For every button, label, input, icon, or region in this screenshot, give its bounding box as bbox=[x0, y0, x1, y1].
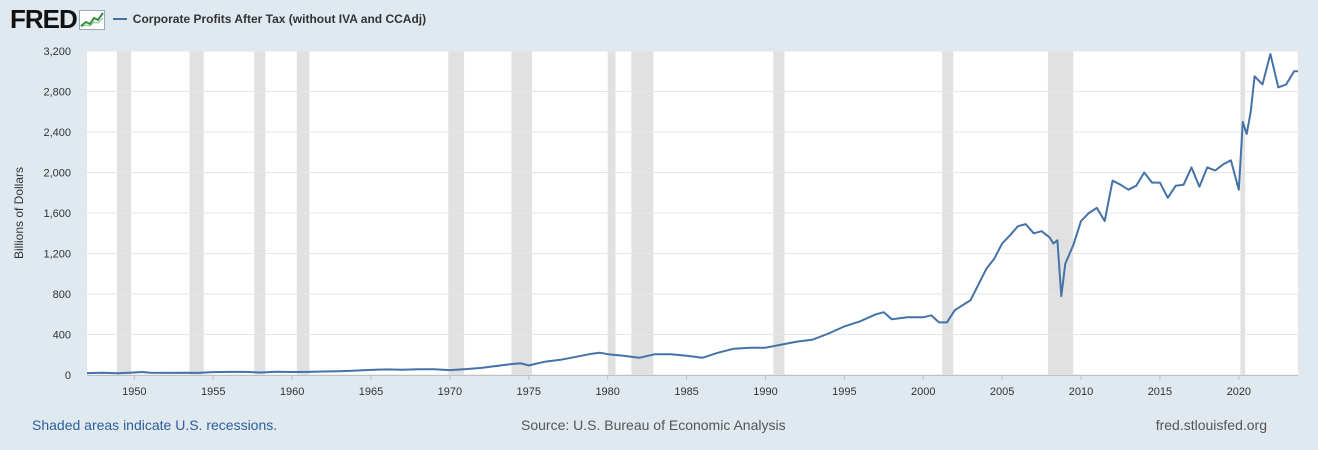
legend-swatch bbox=[112, 18, 127, 20]
x-tick-label: 2010 bbox=[1069, 386, 1093, 398]
grid bbox=[87, 50, 1298, 376]
x-axis-ticks: 1950 1955 1960 1965 1970 1975 1980 1985 1990 1995… bbox=[87, 375, 1298, 398]
y-axis-ticks: 0 400 800 1,200 1,600 2,000 2,400 2,800 3,200 bbox=[43, 46, 71, 382]
y-tick-label: 400 bbox=[53, 330, 71, 342]
line-chart: 0 400 800 1,200 1,600 2,000 2,400 2,800 3,200 19… bbox=[12, 46, 1298, 398]
x-tick-label: 1965 bbox=[359, 386, 383, 398]
y-tick-label: 1,200 bbox=[43, 249, 71, 261]
x-tick-label: 2005 bbox=[990, 386, 1014, 398]
x-tick-label: 1950 bbox=[122, 386, 146, 398]
fred-logo[interactable]: FRED bbox=[10, 4, 78, 34]
y-tick-label: 2,800 bbox=[43, 87, 71, 99]
y-tick-label: 2,400 bbox=[43, 127, 71, 139]
x-tick-label: 2015 bbox=[1148, 386, 1172, 398]
x-tick-label: 1990 bbox=[753, 386, 777, 398]
y-tick-label: 0 bbox=[65, 370, 71, 382]
x-tick-label: 1985 bbox=[674, 386, 698, 398]
x-tick-label: 2020 bbox=[1227, 386, 1251, 398]
y-tick-label: 800 bbox=[53, 289, 71, 301]
fred-logo-graph-icon bbox=[78, 10, 105, 30]
x-tick-label: 1980 bbox=[595, 386, 619, 398]
x-tick-label: 2000 bbox=[911, 386, 935, 398]
y-tick-label: 2,000 bbox=[43, 168, 71, 180]
fred-site-link[interactable]: fred.stlouisfed.org bbox=[1155, 417, 1267, 433]
y-tick-label: 3,200 bbox=[43, 46, 71, 58]
chart-header: FRED Corporate Profits After Tax (withou… bbox=[10, 4, 426, 34]
chart-legend[interactable]: Corporate Profits After Tax (without IVA… bbox=[112, 12, 427, 26]
x-tick-label: 1970 bbox=[438, 386, 462, 398]
y-tick-label: 1,600 bbox=[43, 208, 71, 220]
x-tick-label: 1955 bbox=[201, 386, 225, 398]
y-axis-label: Billions of Dollars bbox=[12, 167, 26, 259]
x-tick-label: 1995 bbox=[832, 386, 856, 398]
source-text: Source: U.S. Bureau of Economic Analysis bbox=[521, 417, 786, 433]
x-tick-label: 1975 bbox=[517, 386, 541, 398]
legend-label: Corporate Profits After Tax (without IVA… bbox=[132, 12, 427, 26]
series-layer bbox=[86, 53, 1298, 375]
x-tick-label: 1960 bbox=[280, 386, 304, 398]
recession-note-link[interactable]: Shaded areas indicate U.S. recessions. bbox=[32, 417, 278, 433]
series-line-0[interactable] bbox=[86, 53, 1298, 375]
